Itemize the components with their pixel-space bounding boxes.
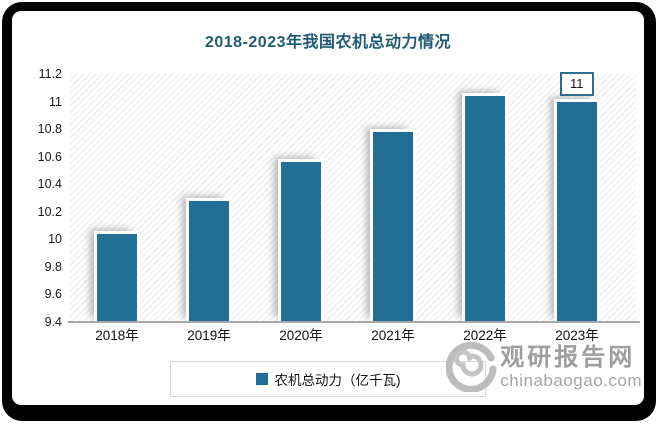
legend-marker-square: [255, 373, 268, 385]
bar-2020年: [278, 159, 324, 325]
x-tick-label-2022年: 2022年: [463, 328, 507, 343]
watermark: 观研报告网 chinabaogao.com: [445, 338, 642, 397]
plot-area: [70, 74, 636, 322]
y-tick-label: 11.2: [38, 67, 62, 81]
chart-canvas: 2018-2023年我国农机总动力情况 11.2 11 10.8 10.6 10.4 10…: [12, 11, 644, 405]
y-tick-label: 9.6: [44, 287, 62, 302]
legend-series-label: 农机总动力（亿千瓦): [274, 373, 401, 388]
bar-2019年: [186, 197, 232, 325]
bar-2022年: [462, 93, 508, 325]
watermark-site-domain: chinabaogao.com: [500, 370, 642, 390]
x-tick-label-2021年: 2021年: [371, 328, 415, 343]
legend: 农机总动力（亿千瓦): [170, 361, 486, 397]
y-tick-label: 10: [48, 232, 62, 247]
x-tick-label-2020年: 2020年: [279, 328, 323, 343]
y-tick-label: 10.8: [37, 122, 62, 137]
y-tick-label: 10.2: [37, 204, 62, 219]
x-axis-line: [68, 321, 640, 323]
bar-2021年: [370, 128, 416, 325]
bar-2023年: [554, 98, 600, 325]
y-tick-label: 10.4: [37, 177, 62, 192]
y-tick-label: 9.4: [44, 315, 62, 329]
x-tick-label-2023年: 2023年: [555, 328, 599, 343]
bar-2018年: [94, 230, 140, 325]
watermark-texts: 观研报告网 chinabaogao.com: [500, 343, 642, 391]
value-label-2023年: 11: [560, 71, 594, 96]
y-tick-label: 11: [49, 94, 62, 109]
y-tick-label: 9.8: [44, 259, 62, 274]
x-tick-label-2018年: 2018年: [95, 328, 139, 343]
watermark-swirl-logo-icon: [445, 338, 498, 397]
x-tick-label-2019年: 2019年: [187, 328, 231, 343]
y-tick-label: 10.6: [37, 149, 62, 164]
chart-title: 2018-2023年我国农机总动力情况: [204, 34, 452, 51]
watermark-site-name: 观研报告网: [500, 343, 636, 371]
